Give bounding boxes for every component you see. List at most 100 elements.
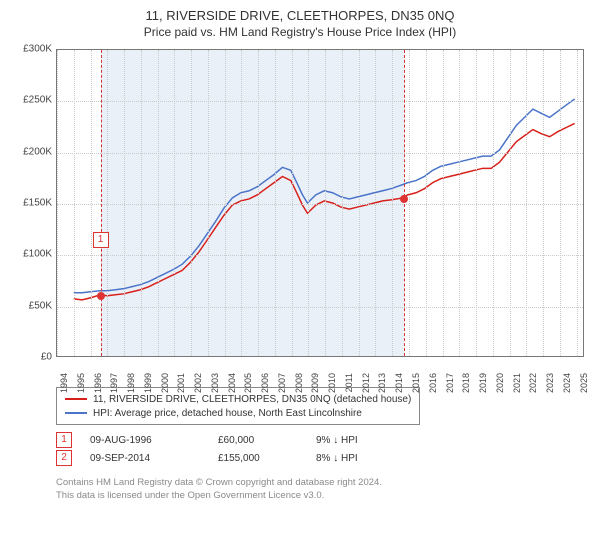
gridline-vertical — [443, 50, 444, 356]
gridline-vertical — [493, 50, 494, 356]
x-axis-label: 2025 — [579, 373, 589, 393]
sale-row: 2 09-SEP-2014 £155,000 8% ↓ HPI — [56, 449, 584, 467]
gridline-vertical — [258, 50, 259, 356]
gridline-vertical — [560, 50, 561, 356]
gridline-vertical — [191, 50, 192, 356]
gridline-vertical — [141, 50, 142, 356]
gridline-vertical — [526, 50, 527, 356]
sale-date: 09-SEP-2014 — [90, 453, 200, 464]
legend-swatch — [65, 412, 87, 414]
sale-row: 1 09-AUG-1996 £60,000 9% ↓ HPI — [56, 431, 584, 449]
sale-vline — [101, 50, 102, 356]
gridline-vertical — [543, 50, 544, 356]
sale-index-box: 1 — [56, 432, 72, 448]
x-axis-label: 2008 — [294, 373, 304, 393]
gridline-vertical — [225, 50, 226, 356]
x-axis-label: 2013 — [377, 373, 387, 393]
sale-delta: 9% ↓ HPI — [316, 435, 358, 446]
sales-list: 1 09-AUG-1996 £60,000 9% ↓ HPI 2 09-SEP-2014 £… — [56, 431, 584, 467]
line-series-svg — [57, 50, 583, 356]
footer-line: This data is licensed under the Open Gov… — [56, 490, 584, 503]
gridline-vertical — [510, 50, 511, 356]
gridline-vertical — [91, 50, 92, 356]
sale-price: £155,000 — [218, 453, 298, 464]
x-axis-label: 2017 — [445, 373, 455, 393]
y-axis-label: £300K — [16, 44, 52, 55]
x-axis-label: 1996 — [93, 373, 103, 393]
x-axis-label: 1999 — [143, 373, 153, 393]
x-axis-label: 2000 — [160, 373, 170, 393]
x-axis-label: 1994 — [59, 373, 69, 393]
x-axis-label: 2016 — [428, 373, 438, 393]
x-axis-label: 2020 — [495, 373, 505, 393]
x-axis-label: 2011 — [344, 373, 354, 392]
x-axis-label: 2024 — [562, 373, 572, 393]
gridline-vertical — [57, 50, 58, 356]
x-axis-label: 2012 — [361, 373, 371, 393]
page-title: 11, RIVERSIDE DRIVE, CLEETHORPES, DN35 0… — [16, 8, 584, 23]
gridline-vertical — [409, 50, 410, 356]
gridline-vertical — [174, 50, 175, 356]
attribution-footer: Contains HM Land Registry data © Crown c… — [56, 477, 584, 503]
gridline-vertical — [124, 50, 125, 356]
chart-area: 12 £0£50K£100K£150K£200K£250K£300K199419… — [16, 49, 584, 379]
x-axis-label: 1997 — [109, 373, 119, 393]
gridline-vertical — [476, 50, 477, 356]
x-axis-label: 2019 — [478, 373, 488, 393]
gridline-horizontal — [57, 153, 583, 154]
x-axis-label: 2006 — [260, 373, 270, 393]
x-axis-label: 2003 — [210, 373, 220, 393]
gridline-vertical — [577, 50, 578, 356]
sale-marker-dot — [400, 195, 408, 203]
sale-index-box: 2 — [56, 450, 72, 466]
legend-item: 11, RIVERSIDE DRIVE, CLEETHORPES, DN35 0… — [65, 392, 411, 406]
y-axis-label: £200K — [16, 146, 52, 157]
gridline-vertical — [241, 50, 242, 356]
x-axis-label: 2023 — [545, 373, 555, 393]
y-axis-label: £250K — [16, 95, 52, 106]
y-axis-label: £50K — [16, 300, 52, 311]
gridline-horizontal — [57, 255, 583, 256]
sale-date: 09-AUG-1996 — [90, 435, 200, 446]
gridline-vertical — [158, 50, 159, 356]
x-axis-label: 2021 — [512, 373, 522, 393]
y-axis-label: £0 — [16, 352, 52, 363]
x-axis-label: 2007 — [277, 373, 287, 393]
gridline-vertical — [74, 50, 75, 356]
sale-delta: 8% ↓ HPI — [316, 453, 358, 464]
x-axis-label: 2002 — [193, 373, 203, 393]
x-axis-label: 2004 — [227, 373, 237, 393]
chart-page: 11, RIVERSIDE DRIVE, CLEETHORPES, DN35 0… — [0, 0, 600, 560]
gridline-horizontal — [57, 307, 583, 308]
gridline-horizontal — [57, 204, 583, 205]
sale-vline — [404, 50, 405, 356]
legend-label: 11, RIVERSIDE DRIVE, CLEETHORPES, DN35 0… — [93, 394, 411, 405]
legend-label: HPI: Average price, detached house, Nort… — [93, 408, 362, 419]
legend-swatch — [65, 398, 87, 400]
series-line — [74, 99, 575, 293]
x-axis-label: 2022 — [528, 373, 538, 393]
gridline-vertical — [208, 50, 209, 356]
sale-marker-dot — [97, 292, 105, 300]
x-axis-label: 2015 — [411, 373, 421, 393]
sale-marker-box: 1 — [93, 232, 109, 248]
y-axis-label: £100K — [16, 249, 52, 260]
plot-region: 12 — [56, 49, 584, 357]
gridline-vertical — [342, 50, 343, 356]
gridline-vertical — [459, 50, 460, 356]
sale-price: £60,000 — [218, 435, 298, 446]
footer-line: Contains HM Land Registry data © Crown c… — [56, 477, 584, 490]
x-axis-label: 2010 — [327, 373, 337, 393]
gridline-vertical — [359, 50, 360, 356]
gridline-vertical — [426, 50, 427, 356]
gridline-vertical — [275, 50, 276, 356]
x-axis-label: 2009 — [310, 373, 320, 393]
gridline-vertical — [308, 50, 309, 356]
gridline-horizontal — [57, 101, 583, 102]
gridline-vertical — [107, 50, 108, 356]
gridline-vertical — [325, 50, 326, 356]
x-axis-label: 1995 — [76, 373, 86, 393]
x-axis-label: 2014 — [394, 373, 404, 393]
gridline-vertical — [392, 50, 393, 356]
gridline-vertical — [292, 50, 293, 356]
